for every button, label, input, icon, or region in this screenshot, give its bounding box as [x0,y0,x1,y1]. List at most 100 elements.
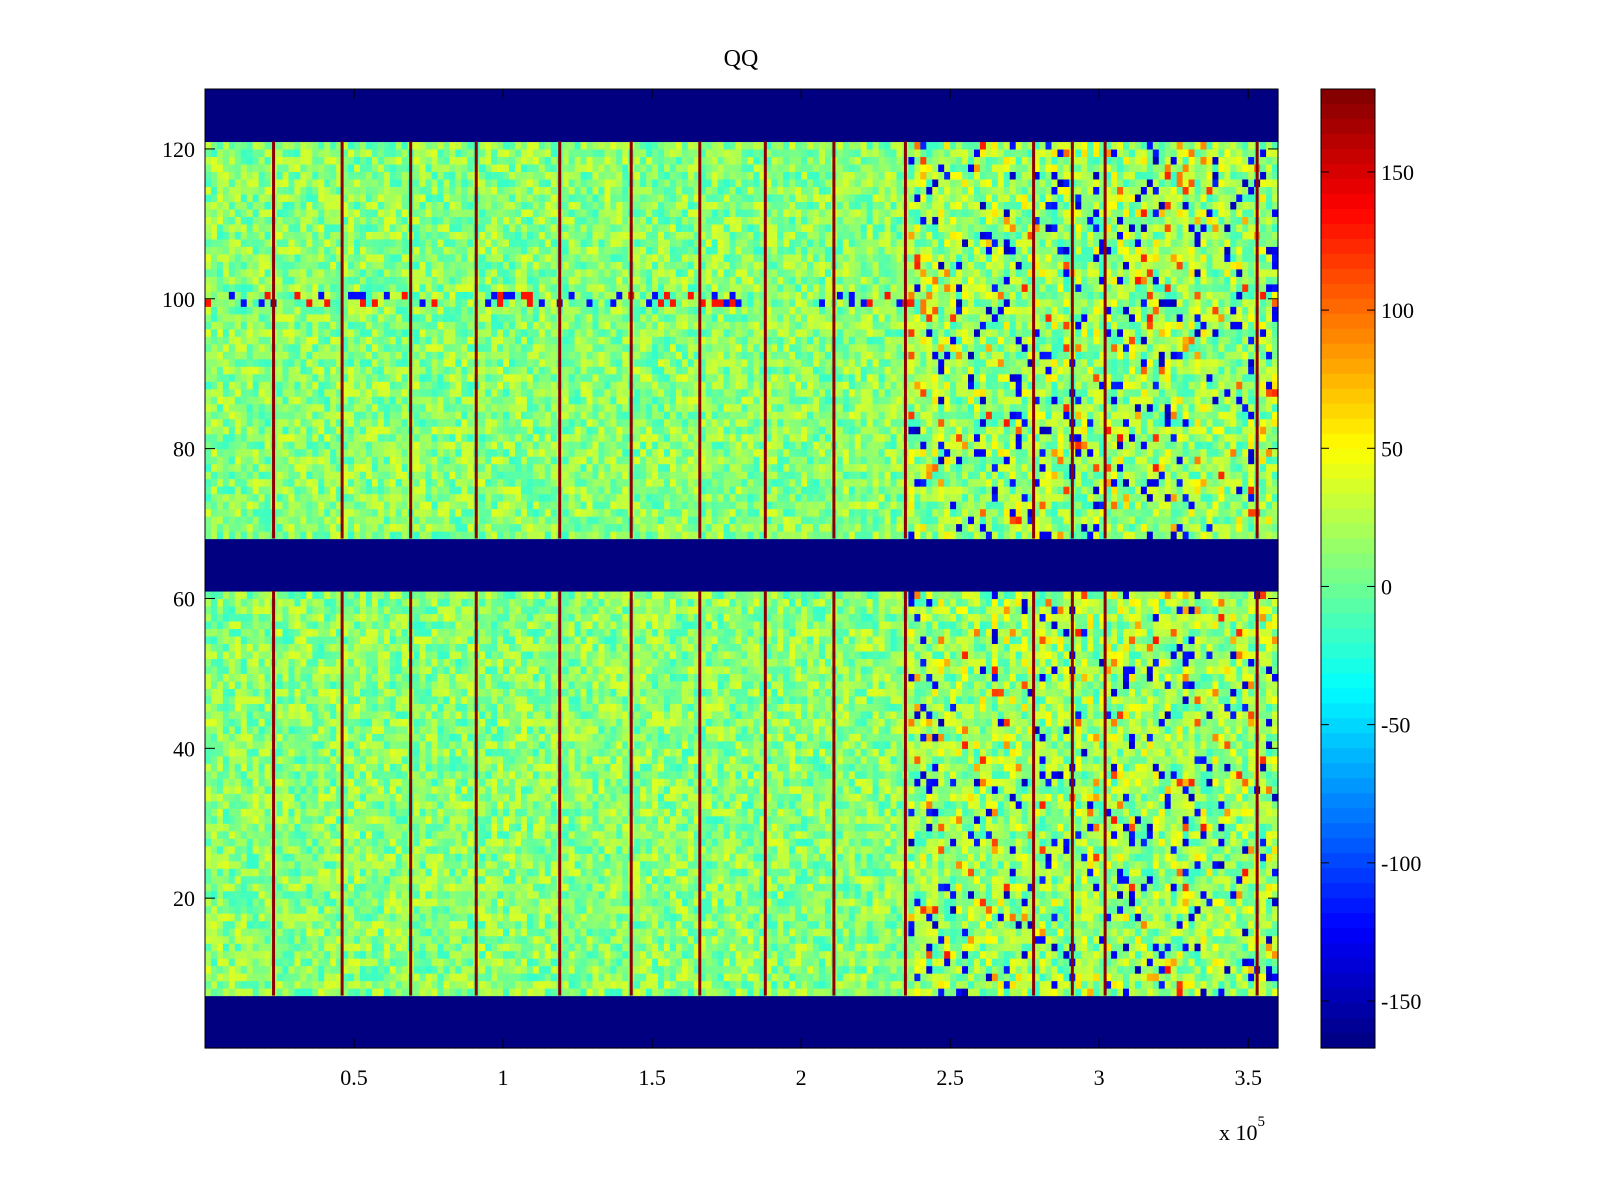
heatmap-cell [223,156,230,164]
heatmap-cell [265,748,272,756]
heatmap-cell [217,583,224,591]
heatmap-cell [259,598,266,606]
heatmap-cell [217,381,224,389]
heatmap-cell [277,411,284,419]
heatmap-cell [205,973,212,981]
heatmap-cell [217,291,224,299]
heatmap-cell [223,711,230,719]
heatmap-cell [223,943,230,951]
heatmap-cell [229,1003,236,1011]
heatmap-cell [247,119,254,127]
heatmap-cell [253,816,260,824]
heatmap-cell [229,636,236,644]
heatmap-cell [223,981,230,989]
heatmap-cell [259,636,266,644]
heatmap-cell [211,876,218,884]
heatmap-cell [223,681,230,689]
heatmap-cell [223,254,230,262]
heatmap-cell [282,786,289,794]
heatmap-cell [223,973,230,981]
heatmap-cell [211,479,218,487]
heatmap-cell [229,576,236,584]
heatmap-cell [229,673,236,681]
heatmap-cell [259,254,266,262]
heatmap-cell [229,1011,236,1019]
heatmap-cell [211,419,218,427]
heatmap-cell [282,718,289,726]
heatmap-cell [277,374,284,382]
heatmap-cell [235,576,242,584]
heatmap-cell [259,516,266,524]
heatmap-cell [211,254,218,262]
heatmap-cell [241,688,248,696]
heatmap-cell [211,666,218,674]
heatmap-cell [211,464,218,472]
heatmap-cell [241,156,248,164]
heatmap-cell [211,389,218,397]
heatmap-cell [235,891,242,899]
heatmap-cell [229,621,236,629]
heatmap-cell [241,291,248,299]
heatmap-cell [282,576,289,584]
heatmap-cell [211,396,218,404]
heatmap-cell [247,1003,254,1011]
heatmap-cell [253,906,260,914]
heatmap-cell [217,531,224,539]
heatmap-cell [253,306,260,314]
heatmap-cell [282,344,289,352]
heatmap-cell [259,823,266,831]
heatmap-cell [229,771,236,779]
heatmap-cell [211,801,218,809]
heatmap-cell [241,501,248,509]
heatmap-cell [247,396,254,404]
heatmap-cell [235,898,242,906]
heatmap-cell [265,861,272,869]
heatmap-cell [247,726,254,734]
heatmap-cell [253,883,260,891]
heatmap-cell [247,906,254,914]
heatmap-cell [205,231,212,239]
heatmap-cell [259,591,266,599]
heatmap-cell [247,464,254,472]
heatmap-cell [205,711,212,719]
heatmap-cell [223,419,230,427]
heatmap-cell [247,756,254,764]
heatmap-cell [241,336,248,344]
heatmap-cell [217,726,224,734]
heatmap-cell [265,134,272,142]
heatmap-cell [241,838,248,846]
heatmap-cell [229,973,236,981]
heatmap-cell [253,1026,260,1034]
heatmap-cell [217,411,224,419]
heatmap-cell [247,306,254,314]
heatmap-cell [259,816,266,824]
heatmap-cell [282,561,289,569]
heatmap-cell [235,973,242,981]
heatmap-cell [235,861,242,869]
heatmap-cell [223,396,230,404]
heatmap-cell [265,816,272,824]
heatmap-cell [282,951,289,959]
heatmap-cell [282,1041,289,1049]
heatmap-cell [253,321,260,329]
heatmap-cell [253,928,260,936]
heatmap-cell [217,419,224,427]
heatmap-cell [277,524,284,532]
heatmap-cell [265,583,272,591]
heatmap-cell [223,516,230,524]
heatmap-cell [205,613,212,621]
heatmap-cell [277,748,284,756]
heatmap-cell [247,658,254,666]
heatmap-cell [265,898,272,906]
heatmap-cell [282,404,289,412]
heatmap-cell [282,883,289,891]
heatmap-cell [265,853,272,861]
heatmap-cell [205,89,212,97]
heatmap-cell [265,426,272,434]
heatmap-cell [229,119,236,127]
heatmap-cell [235,216,242,224]
heatmap-cell [253,898,260,906]
heatmap-cell [223,1026,230,1034]
heatmap-cell [205,861,212,869]
heatmap-cell [259,756,266,764]
